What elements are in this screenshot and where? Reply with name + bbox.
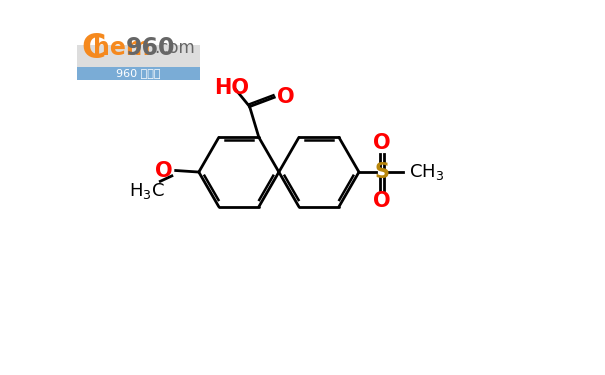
Text: S: S bbox=[374, 162, 390, 182]
Text: O: O bbox=[155, 160, 172, 180]
Text: C: C bbox=[81, 32, 105, 65]
Text: hem: hem bbox=[93, 36, 151, 60]
Text: H$_3$C: H$_3$C bbox=[129, 181, 165, 201]
Text: CH$_3$: CH$_3$ bbox=[409, 162, 444, 182]
Text: O: O bbox=[373, 133, 391, 153]
Text: O: O bbox=[373, 191, 391, 211]
Text: 960: 960 bbox=[126, 36, 175, 60]
Text: O: O bbox=[277, 87, 295, 107]
Text: HO: HO bbox=[214, 78, 249, 98]
FancyBboxPatch shape bbox=[77, 45, 200, 80]
Text: 960 化工网: 960 化工网 bbox=[117, 69, 161, 78]
Text: .com: .com bbox=[154, 39, 195, 57]
FancyBboxPatch shape bbox=[77, 68, 200, 80]
